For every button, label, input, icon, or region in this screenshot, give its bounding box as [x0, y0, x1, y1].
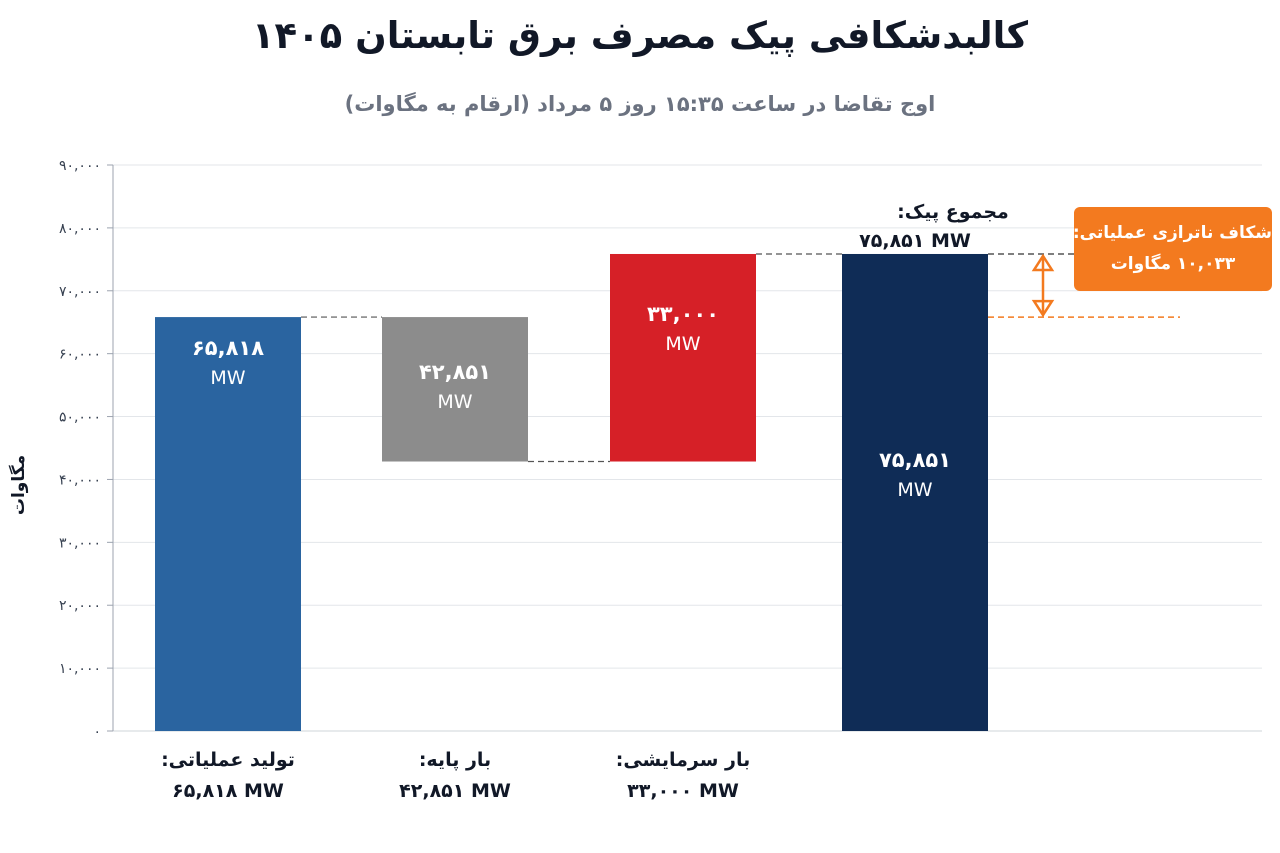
category-label: بار سرمایشی: — [616, 749, 751, 771]
chart-title: کالبدشکافی پیک مصرف برق تابستان ۱۴۰۵ — [251, 14, 1029, 57]
bar — [382, 317, 528, 462]
connector-lines — [301, 253, 842, 463]
category-value-label: ۴۲,۸۵۱ MW — [399, 780, 511, 802]
bar-labels: ۶۵,۸۱۸ MW ۴۲,۸۵۱ MW ۳۳,۰۰۰ MW ۷۵,۸۵۱ MW — [192, 302, 951, 501]
bar-unit-label: MW — [665, 333, 700, 355]
category-value-label: ۶۵,۸۱۸ MW — [172, 780, 284, 802]
y-tick-label: ۱۰,۰۰۰ — [59, 661, 101, 677]
bar — [610, 253, 756, 462]
category-label: تولید عملیاتی: — [161, 749, 295, 771]
category-labels: تولید عملیاتی: ۶۵,۸۱۸ MW بار پایه: ۴۲,۸۵۱ M… — [161, 749, 750, 802]
y-tick-label: ۲۰,۰۰۰ — [59, 598, 101, 614]
y-axis: ۰ ۱۰,۰۰۰ ۲۰,۰۰۰ ۳۰,۰۰۰ ۴۰,۰۰۰ ۵۰,۰۰۰ ۶۰,۰۰۰ ۷۰,… — [8, 158, 114, 740]
y-tick-label: ۰ — [93, 724, 101, 740]
peak-title-label: مجموع پیک: — [897, 201, 1009, 223]
annotations: مجموع پیک: ۷۵,۸۵۱ MW — [859, 201, 1180, 318]
y-tick-label: ۸۰,۰۰۰ — [59, 221, 101, 237]
peak-value-label: ۷۵,۸۵۱ MW — [859, 230, 971, 252]
bar-value-label: ۷۵,۸۵۱ — [879, 448, 951, 472]
y-tick-label: ۶۰,۰۰۰ — [59, 347, 101, 363]
bar — [842, 253, 988, 731]
category-value-label: ۳۳,۰۰۰ MW — [627, 780, 739, 802]
category-label: بار پایه: — [419, 749, 491, 771]
gap-arrow-head-down — [1031, 299, 1055, 318]
y-tick-label: ۵۰,۰۰۰ — [59, 410, 101, 426]
gap-annotation-value: ۱۰,۰۳۳ مگاوات — [1110, 254, 1236, 274]
gap-arrow-head-up — [1031, 253, 1055, 272]
bar — [155, 317, 301, 731]
bar-unit-label: MW — [437, 391, 472, 413]
y-tick-label: ۳۰,۰۰۰ — [59, 535, 101, 551]
bar-unit-label: MW — [210, 367, 245, 389]
bar-value-label: ۳۳,۰۰۰ — [647, 302, 719, 326]
gap-annotation-box: شکاف ناترازی عملیاتی: ۱۰,۰۳۳ مگاوات — [1072, 207, 1272, 291]
bar-value-label: ۴۲,۸۵۱ — [419, 360, 491, 384]
gap-annotation-title: شکاف ناترازی عملیاتی: — [1072, 223, 1272, 243]
bar-unit-label: MW — [897, 479, 932, 501]
y-axis-title: مگاوات — [8, 455, 29, 515]
bars — [155, 253, 988, 731]
bar-value-label: ۶۵,۸۱۸ — [192, 336, 264, 360]
chart-subtitle: اوج تقاضا در ساعت ۱۵:۳۵ روز ۵ مرداد (ارق… — [344, 92, 936, 116]
y-tick-label: ۴۰,۰۰۰ — [59, 472, 101, 488]
y-tick-label: ۹۰,۰۰۰ — [59, 158, 101, 174]
y-tick-label: ۷۰,۰۰۰ — [59, 284, 101, 300]
